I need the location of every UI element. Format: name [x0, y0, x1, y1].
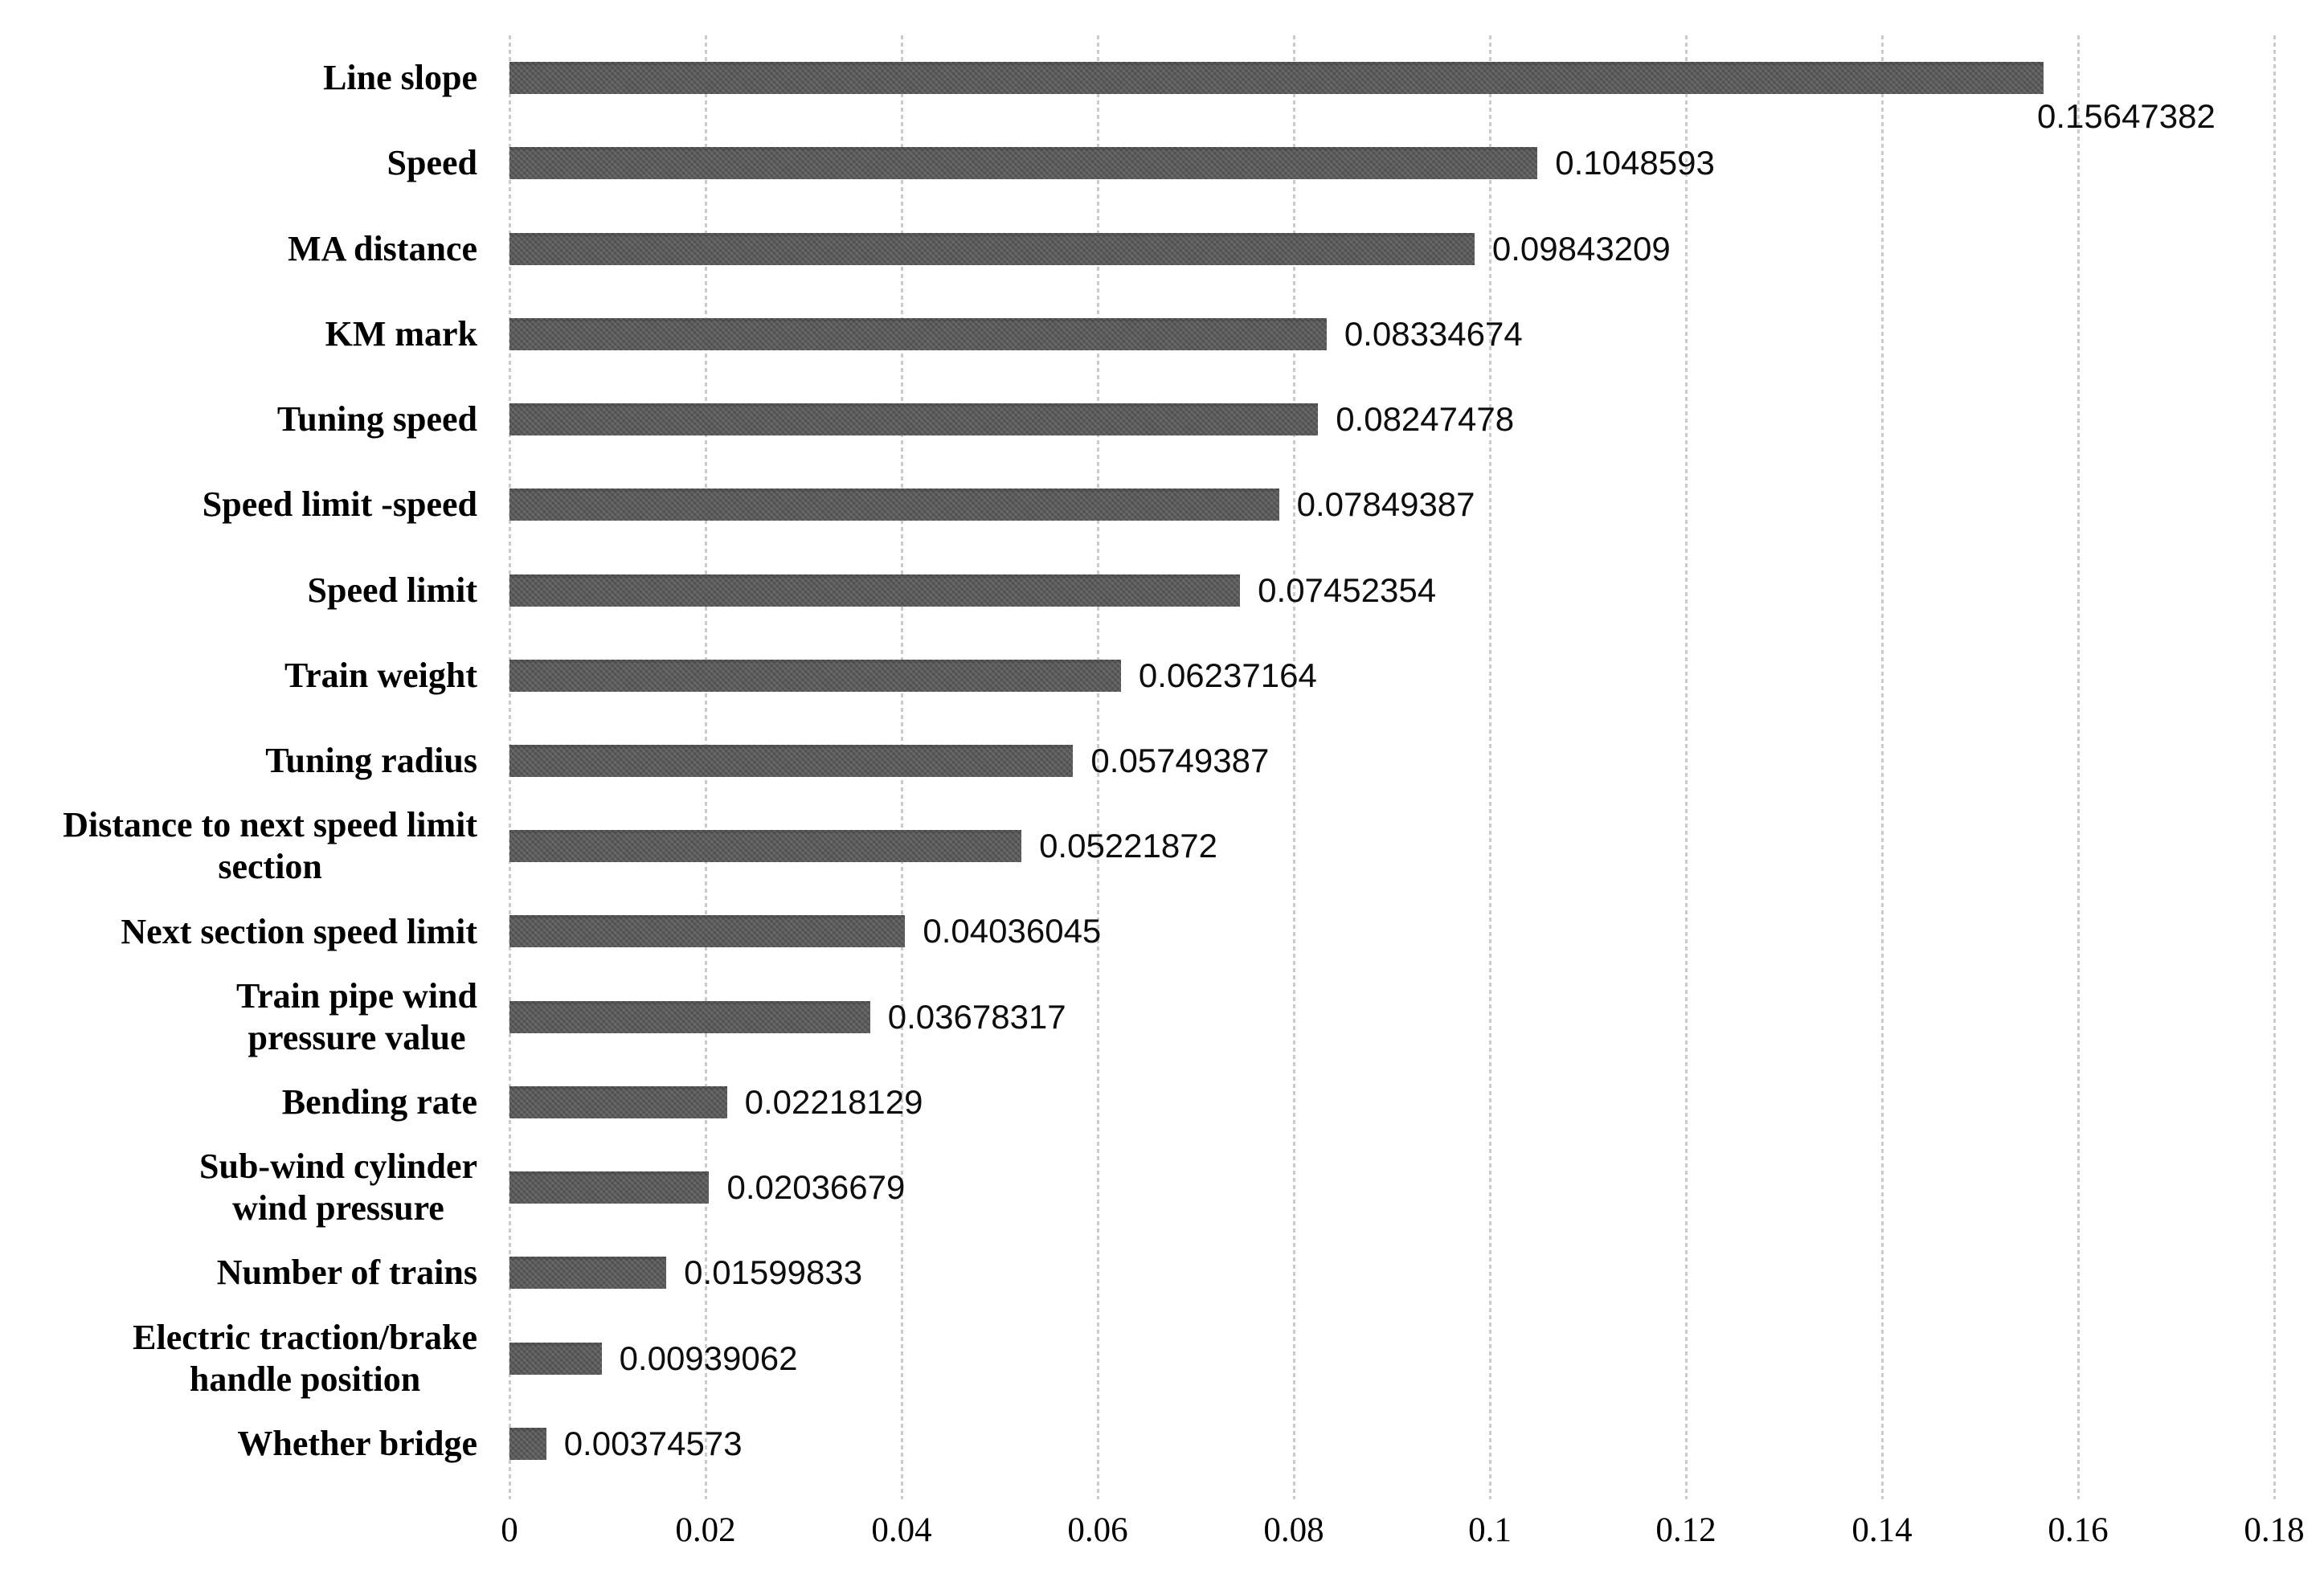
- value-label: 0.08334674: [1344, 314, 1523, 353]
- category-label: Speed: [0, 121, 477, 206]
- gridline: [1489, 35, 1491, 1499]
- bar: [509, 1000, 870, 1033]
- bar: [509, 62, 2044, 95]
- category-label-text: MA distance: [288, 228, 477, 268]
- gridline: [1293, 35, 1295, 1499]
- category-label-text: Number of trains: [216, 1253, 477, 1293]
- bar: [509, 915, 906, 948]
- value-label: 0.06237164: [1138, 656, 1317, 694]
- value-label: 0.1048593: [1555, 144, 1715, 182]
- category-label-text: Speed: [387, 143, 477, 183]
- bar: [509, 745, 1074, 777]
- category-label: Speed limit: [0, 547, 477, 632]
- category-label: Tuning speed: [0, 377, 477, 462]
- category-label-text: Train weight: [284, 655, 477, 695]
- value-label: 0.00374573: [563, 1424, 743, 1462]
- category-label: Speed limit -speed: [0, 462, 477, 547]
- bar: [509, 147, 1538, 180]
- gridline: [2077, 35, 2080, 1499]
- bar: [509, 830, 1022, 863]
- category-label: KM mark: [0, 292, 477, 377]
- category-label-text: Train pipe wind pressure value: [236, 975, 477, 1057]
- bar: [509, 1427, 546, 1460]
- value-label: 0.09843209: [1491, 229, 1671, 268]
- value-label: 0.05221872: [1039, 827, 1217, 865]
- x-axis-tick-label: 0.04: [871, 1511, 932, 1549]
- bar: [509, 1257, 667, 1290]
- value-label: 0.02036679: [726, 1168, 906, 1207]
- value-label: 0.15647382: [2036, 97, 2216, 136]
- category-label: Number of trains: [0, 1230, 477, 1315]
- value-label: 0.07452354: [1258, 570, 1437, 609]
- x-axis-tick-label: 0.1: [1468, 1511, 1512, 1549]
- gridline: [1097, 35, 1099, 1499]
- category-label-text: Sub-wind cylinder wind pressure: [199, 1147, 477, 1228]
- category-label: Train weight: [0, 633, 477, 718]
- x-axis-tick-label: 0.18: [2244, 1511, 2305, 1549]
- category-label: Train pipe wind pressure value: [0, 975, 477, 1060]
- x-axis-tick-label: 0.16: [2048, 1511, 2109, 1549]
- category-label-text: KM mark: [325, 313, 477, 354]
- x-axis-tick-label: 0.12: [1655, 1511, 1716, 1549]
- category-label-text: Speed limit: [307, 570, 477, 610]
- bar: [509, 659, 1121, 692]
- category-label-text: Bending rate: [281, 1081, 477, 1122]
- category-label-text: Distance to next speed limit section: [63, 805, 477, 887]
- bar: [509, 574, 1241, 607]
- category-label: Distance to next speed limit section: [0, 803, 477, 889]
- bar: [509, 317, 1327, 350]
- x-axis-tick-label: 0.02: [675, 1511, 736, 1549]
- x-axis-tick-label: 0.08: [1263, 1511, 1324, 1549]
- bar: [509, 489, 1279, 521]
- category-label-text: Line slope: [323, 58, 477, 98]
- value-label: 0.01599833: [684, 1253, 863, 1292]
- category-label: Line slope: [0, 35, 477, 121]
- value-label: 0.02218129: [744, 1082, 923, 1121]
- gridline: [1685, 35, 1688, 1499]
- category-label-text: Tuning radius: [265, 741, 477, 781]
- bar: [509, 1342, 602, 1375]
- value-label: 0.07849387: [1296, 485, 1475, 524]
- category-label-text: Electric traction/brake handle position: [133, 1317, 477, 1399]
- category-label-text: Speed limit -speed: [202, 484, 477, 525]
- bar: [509, 1171, 710, 1204]
- category-label: Next section speed limit: [0, 889, 477, 974]
- category-label: Bending rate: [0, 1060, 477, 1145]
- category-label-text: Next section speed limit: [121, 911, 477, 951]
- category-label-text: Whether bridge: [237, 1423, 477, 1463]
- category-label: Whether bridge: [0, 1401, 477, 1486]
- value-label: 0.05749387: [1090, 742, 1270, 779]
- x-axis-tick-label: 0: [501, 1511, 518, 1549]
- category-label: MA distance: [0, 206, 477, 291]
- gridline: [2273, 35, 2276, 1499]
- x-axis-tick-label: 0.06: [1067, 1511, 1128, 1549]
- value-label: 0.00939062: [619, 1339, 798, 1377]
- bar: [509, 1085, 727, 1118]
- value-label: 0.08247478: [1336, 400, 1515, 439]
- value-label: 0.03678317: [887, 997, 1066, 1036]
- bar: [509, 403, 1319, 436]
- bar: [509, 232, 1475, 265]
- value-label: 0.04036045: [923, 912, 1102, 950]
- category-label: Tuning radius: [0, 718, 477, 803]
- category-label: Sub-wind cylinder wind pressure: [0, 1145, 477, 1230]
- gridline: [1881, 35, 1884, 1499]
- category-label-text: Tuning speed: [276, 399, 477, 439]
- x-axis-tick-label: 0.14: [1851, 1511, 1913, 1549]
- category-label: Electric traction/brake handle position: [0, 1316, 477, 1401]
